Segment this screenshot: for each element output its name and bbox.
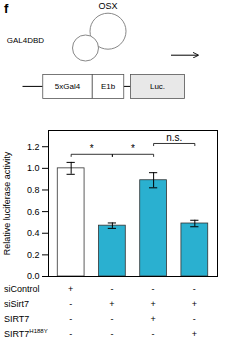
- svg-text:GAL4DBD: GAL4DBD: [7, 36, 45, 45]
- svg-text:-: -: [193, 314, 196, 324]
- svg-text:-: -: [69, 299, 72, 309]
- svg-text:-: -: [69, 314, 72, 324]
- svg-text:1.0: 1.0: [27, 163, 40, 173]
- svg-text:+: +: [68, 284, 73, 294]
- svg-text:0.2: 0.2: [27, 250, 40, 260]
- svg-text:0.4: 0.4: [27, 228, 40, 238]
- svg-text:5xGal4: 5xGal4: [55, 82, 81, 91]
- svg-text:-: -: [110, 284, 113, 294]
- svg-text:siControl: siControl: [4, 284, 40, 294]
- svg-text:OSX: OSX: [98, 1, 117, 11]
- svg-text:n.s.: n.s.: [166, 132, 182, 143]
- svg-text:+: +: [150, 314, 155, 324]
- svg-text:-: -: [110, 314, 113, 324]
- svg-text:Luc.: Luc.: [150, 82, 165, 91]
- svg-text:-: -: [193, 284, 196, 294]
- svg-text:siSirt7: siSirt7: [4, 299, 29, 309]
- svg-text:E1b: E1b: [101, 82, 116, 91]
- svg-text:SIRT7: SIRT7: [4, 314, 29, 324]
- svg-text:Relative luciferase activity: Relative luciferase activity: [2, 151, 12, 255]
- svg-text:+: +: [192, 329, 197, 339]
- svg-text:-: -: [152, 329, 155, 339]
- svg-text:0.0: 0.0: [27, 271, 40, 280]
- svg-text:0.6: 0.6: [27, 206, 40, 216]
- svg-text:+: +: [150, 299, 155, 309]
- svg-text:f: f: [4, 1, 9, 16]
- svg-text:SIRT7H188Y: SIRT7H188Y: [4, 328, 48, 339]
- svg-text:1.2: 1.2: [27, 142, 40, 152]
- svg-text:-: -: [152, 284, 155, 294]
- svg-text:+: +: [192, 299, 197, 309]
- svg-text:+: +: [109, 299, 114, 309]
- svg-text:0.8: 0.8: [27, 185, 40, 195]
- svg-text:-: -: [69, 329, 72, 339]
- svg-text:*: *: [131, 143, 135, 154]
- svg-text:-: -: [110, 329, 113, 339]
- svg-text:*: *: [90, 143, 94, 154]
